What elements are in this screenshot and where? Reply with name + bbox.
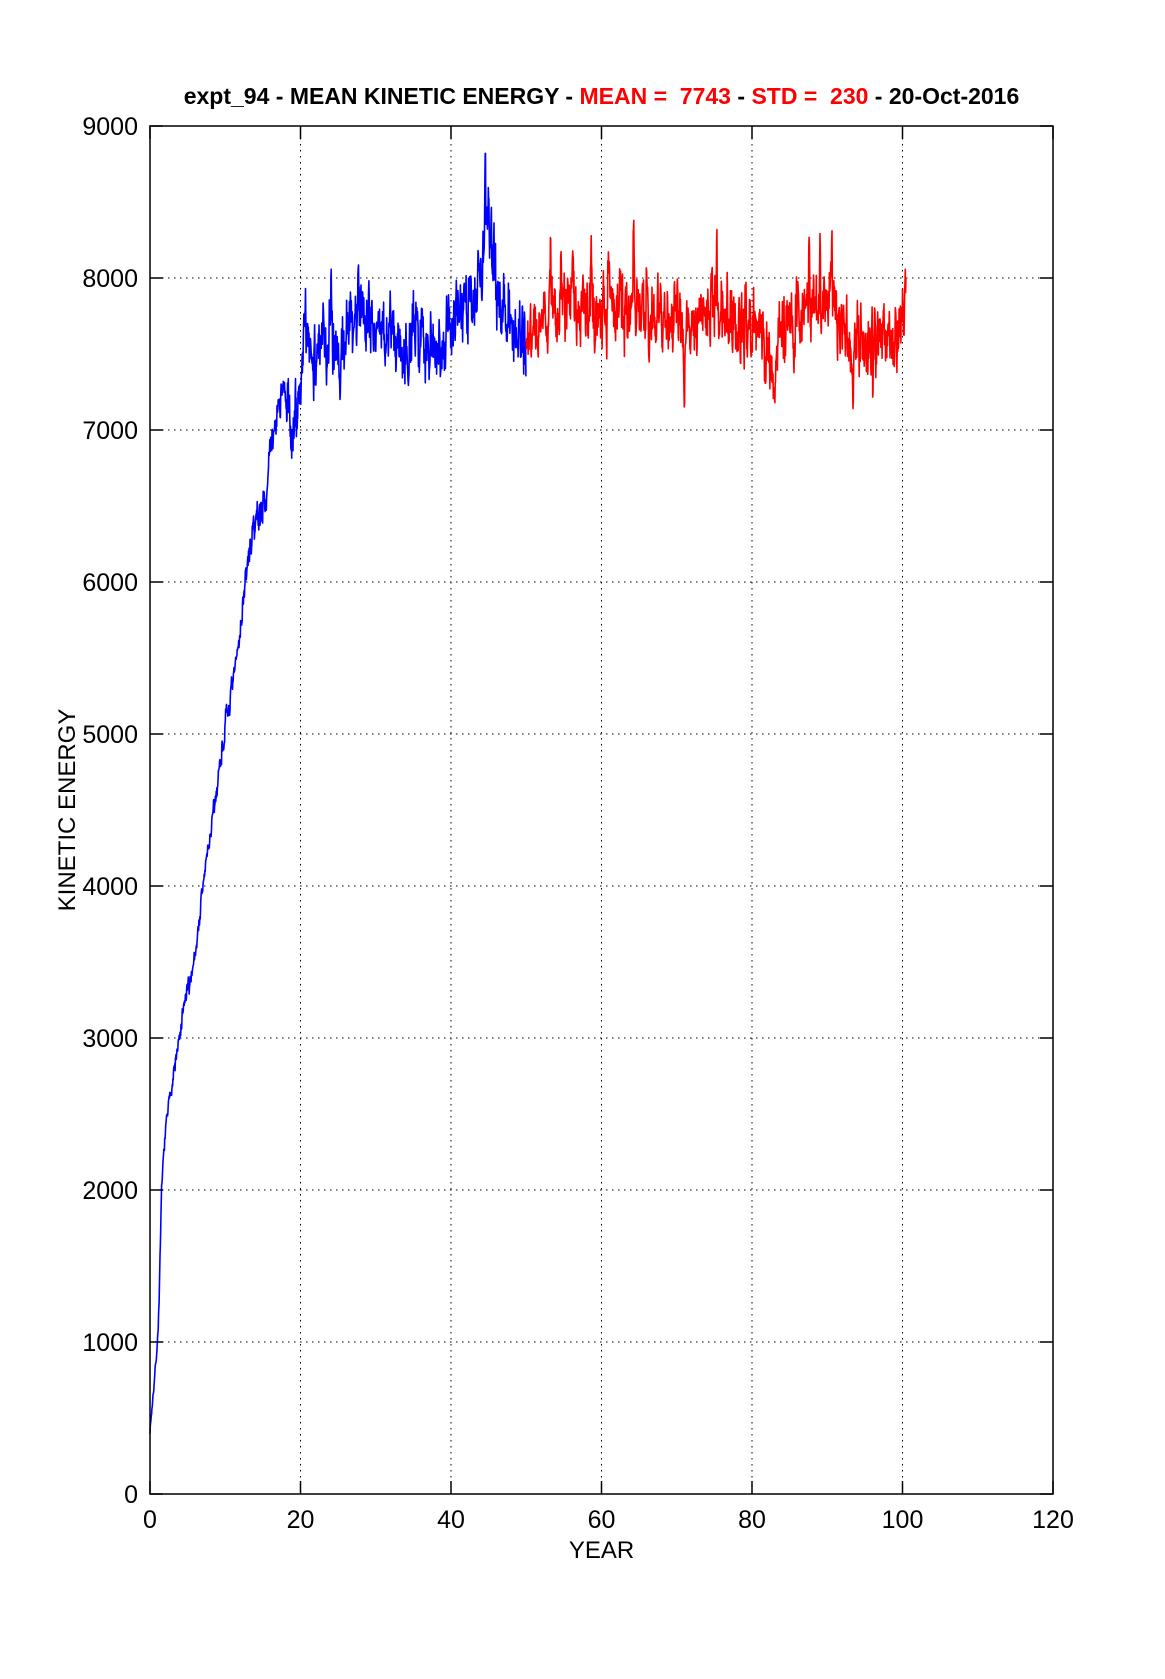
x-tick-label: 80 xyxy=(738,1506,766,1534)
chart-title-segment: expt_94 - MEAN KINETIC ENERGY - xyxy=(184,83,580,109)
y-tick-label: 8000 xyxy=(82,265,138,293)
series-spinup-line xyxy=(149,152,527,1434)
tick-labels: 0 1000 2000 3000 4000 5000 6000 7000 8000 9000 0 20… xyxy=(82,113,1073,1534)
x-tick-label: 60 xyxy=(588,1506,616,1534)
chart-title-segment: MEAN = 7743 xyxy=(579,83,731,109)
chart-title: expt_94 - MEAN KINETIC ENERGY - MEAN = 7… xyxy=(184,83,1020,109)
y-tick-label: 3000 xyxy=(82,1025,138,1053)
y-tick-label: 0 xyxy=(124,1481,138,1509)
chart-title-segment: - xyxy=(731,83,751,109)
chart-title-segment: - 20-Oct-2016 xyxy=(868,83,1019,109)
x-tick-label: 100 xyxy=(882,1506,924,1534)
y-tick-label: 5000 xyxy=(82,721,138,749)
y-tick-label: 2000 xyxy=(82,1177,138,1205)
x-tick-label: 20 xyxy=(287,1506,315,1534)
x-tick-label: 120 xyxy=(1032,1506,1074,1534)
x-tick-label: 40 xyxy=(437,1506,465,1534)
x-tick-label: 0 xyxy=(143,1506,157,1534)
y-tick-label: 1000 xyxy=(82,1329,138,1357)
data-series xyxy=(149,152,907,1434)
y-tick-label: 7000 xyxy=(82,417,138,445)
y-tick-label: 6000 xyxy=(82,569,138,597)
y-axis-label: KINETIC ENERGY xyxy=(54,709,81,912)
series-continuation-line xyxy=(525,219,907,410)
x-axis-label: YEAR xyxy=(569,1537,634,1564)
y-tick-label: 9000 xyxy=(82,113,138,141)
tick-marks xyxy=(149,125,1054,1495)
y-tick-label: 4000 xyxy=(82,873,138,901)
chart-title-segment: STD = 230 xyxy=(751,83,868,109)
